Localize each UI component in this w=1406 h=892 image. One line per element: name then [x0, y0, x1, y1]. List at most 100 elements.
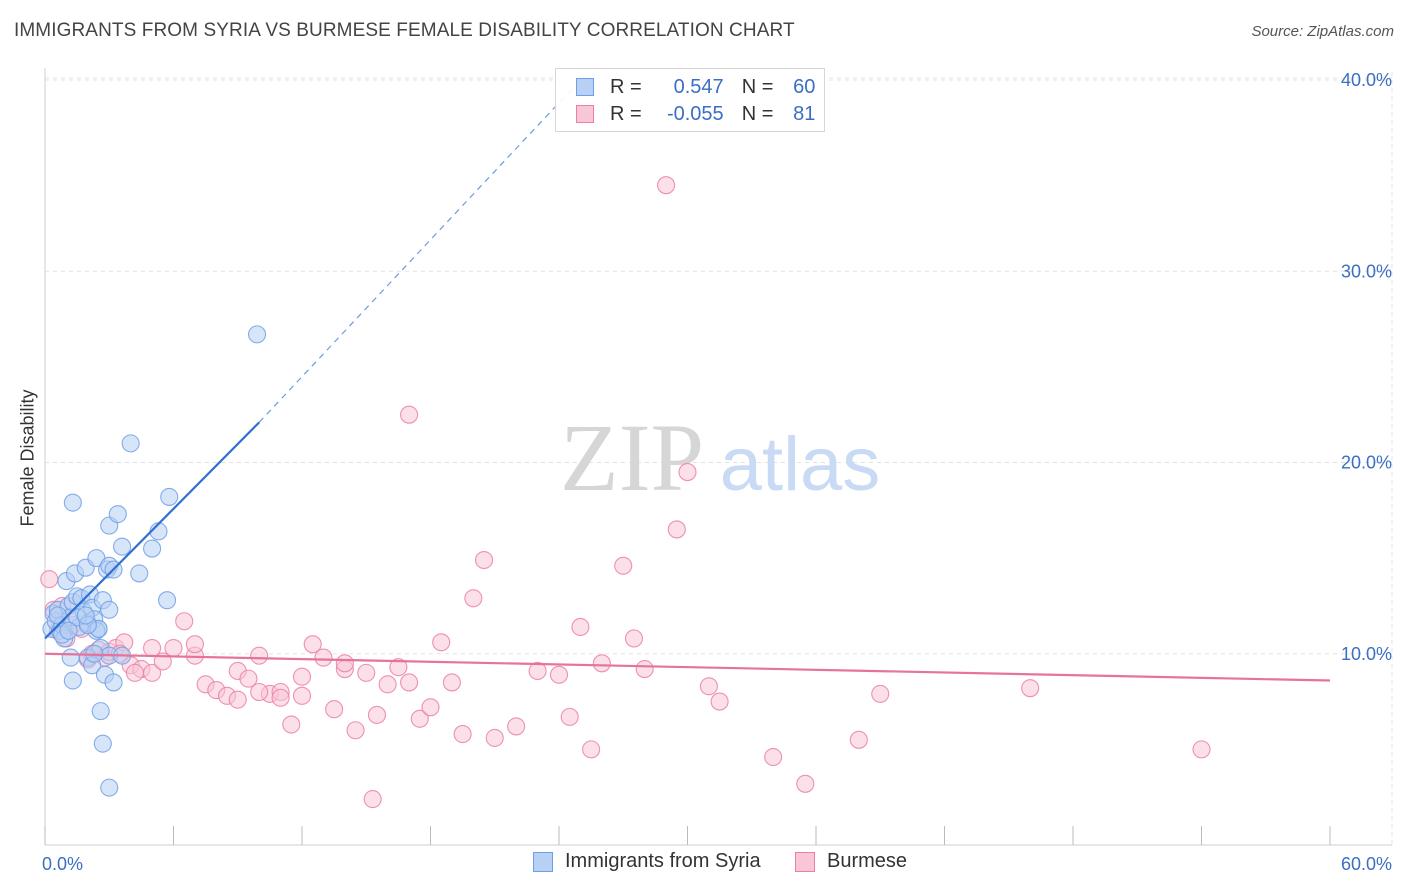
burmese-point: [635, 659, 654, 679]
syria-point: [100, 600, 119, 619]
syria-points: [42, 325, 267, 797]
syria-point: [76, 606, 95, 625]
burmese-point: [400, 673, 419, 692]
syria-point: [160, 487, 179, 506]
burmese-point: [378, 675, 397, 694]
burmese-point: [125, 663, 144, 682]
syria-point: [63, 493, 82, 512]
burmese-point: [849, 730, 868, 749]
burmese-point: [1021, 679, 1040, 698]
burmese-point: [175, 612, 194, 631]
burmese-point: [560, 707, 579, 726]
burmese-point: [282, 715, 301, 734]
watermark-atlas: atlas: [720, 422, 881, 507]
syria-point: [63, 671, 82, 690]
legend-row-syria: R = 0.547 N = 60: [576, 75, 815, 99]
y-tick-label: 20.0%: [1341, 453, 1392, 473]
burmese-point: [871, 684, 890, 703]
burmese-point: [614, 556, 633, 575]
burmese-point: [624, 629, 644, 648]
chart-title: IMMIGRANTS FROM SYRIA VS BURMESE FEMALE …: [14, 20, 795, 41]
syria-point: [104, 673, 123, 692]
syria-trend-line: [44, 421, 260, 640]
burmese-point: [474, 550, 494, 570]
bottom-legend-syria: Immigrants from Syria: [533, 850, 761, 873]
burmese-point: [271, 688, 290, 707]
syria-point: [247, 325, 267, 344]
y-axis-label: Female Disability: [17, 389, 38, 527]
source-label: Source: ZipAtlas.com: [1251, 23, 1394, 40]
burmese-point: [250, 682, 269, 702]
burmese-point: [367, 705, 387, 725]
watermark: ZIP atlas: [560, 404, 880, 511]
burmese-point: [528, 661, 547, 681]
syria-point: [143, 539, 162, 558]
burmese-point: [764, 747, 783, 767]
legend-row-burmese: R = -0.055 N = 81: [576, 102, 815, 126]
syria-point: [61, 648, 80, 667]
syria-point: [48, 606, 67, 625]
burmese-trend-line: [44, 652, 1331, 682]
syria-point: [108, 505, 127, 524]
burmese-point: [582, 740, 601, 759]
burmese-point: [335, 654, 354, 673]
y-tick-label: 30.0%: [1341, 261, 1392, 281]
bottom-legend-swatch-burmese: [795, 851, 815, 872]
burmese-point: [292, 686, 312, 705]
burmese-point: [710, 692, 729, 711]
bottom-legend-swatch-syria: [533, 851, 553, 872]
grid-lines: [45, 72, 1393, 845]
burmese-point: [796, 774, 815, 793]
burmese-point: [40, 570, 59, 589]
legend-swatch-syria: [576, 78, 594, 96]
burmese-point: [549, 665, 569, 684]
burmese-point: [250, 646, 269, 665]
burmese-point: [667, 520, 686, 539]
y-tick-label: 10.0%: [1341, 644, 1392, 664]
burmese-point: [571, 617, 590, 637]
trend-lines: [44, 79, 1331, 682]
x-tick-label: 0.0%: [42, 854, 83, 874]
syria-point: [121, 434, 140, 453]
burmese-point: [314, 648, 333, 667]
legend-r-value: 0.547: [673, 75, 724, 98]
burmese-point: [239, 669, 258, 688]
syria-trend-extension: [258, 79, 581, 423]
burmese-point: [164, 638, 183, 658]
burmese-point: [357, 663, 376, 682]
bottom-legend-label-burmese: Burmese: [827, 850, 908, 872]
legend-n-label: N =: [741, 102, 774, 125]
burmese-point: [592, 654, 611, 673]
syria-point: [91, 702, 110, 721]
burmese-point: [432, 633, 451, 652]
burmese-point: [485, 728, 504, 747]
burmese-point: [442, 673, 461, 692]
syria-point: [59, 621, 78, 640]
x-tick-label: 60.0%: [1341, 854, 1392, 874]
burmese-point: [400, 405, 419, 424]
burmese-point: [1192, 740, 1211, 759]
burmese-point: [185, 635, 204, 654]
legend-n-value: 60: [793, 75, 816, 98]
burmese-point: [421, 698, 440, 717]
y-tick-label: 40.0%: [1341, 70, 1392, 90]
burmese-point: [228, 690, 247, 709]
burmese-point: [699, 677, 718, 696]
burmese-point: [678, 463, 697, 482]
syria-point: [93, 734, 112, 753]
syria-point: [113, 537, 132, 556]
burmese-point: [363, 790, 382, 809]
legend-r-label: R =: [610, 102, 642, 125]
axes: [44, 68, 1392, 846]
legend-n-value: 81: [793, 102, 816, 125]
legend-r-value: -0.055: [666, 102, 724, 125]
burmese-point: [657, 176, 676, 195]
burmese-point: [453, 725, 472, 744]
burmese-points: [40, 176, 1211, 809]
burmese-point: [507, 717, 526, 736]
burmese-point: [143, 638, 162, 658]
syria-point: [130, 564, 149, 583]
burmese-point: [464, 589, 483, 608]
legend-n-label: N =: [741, 75, 774, 98]
